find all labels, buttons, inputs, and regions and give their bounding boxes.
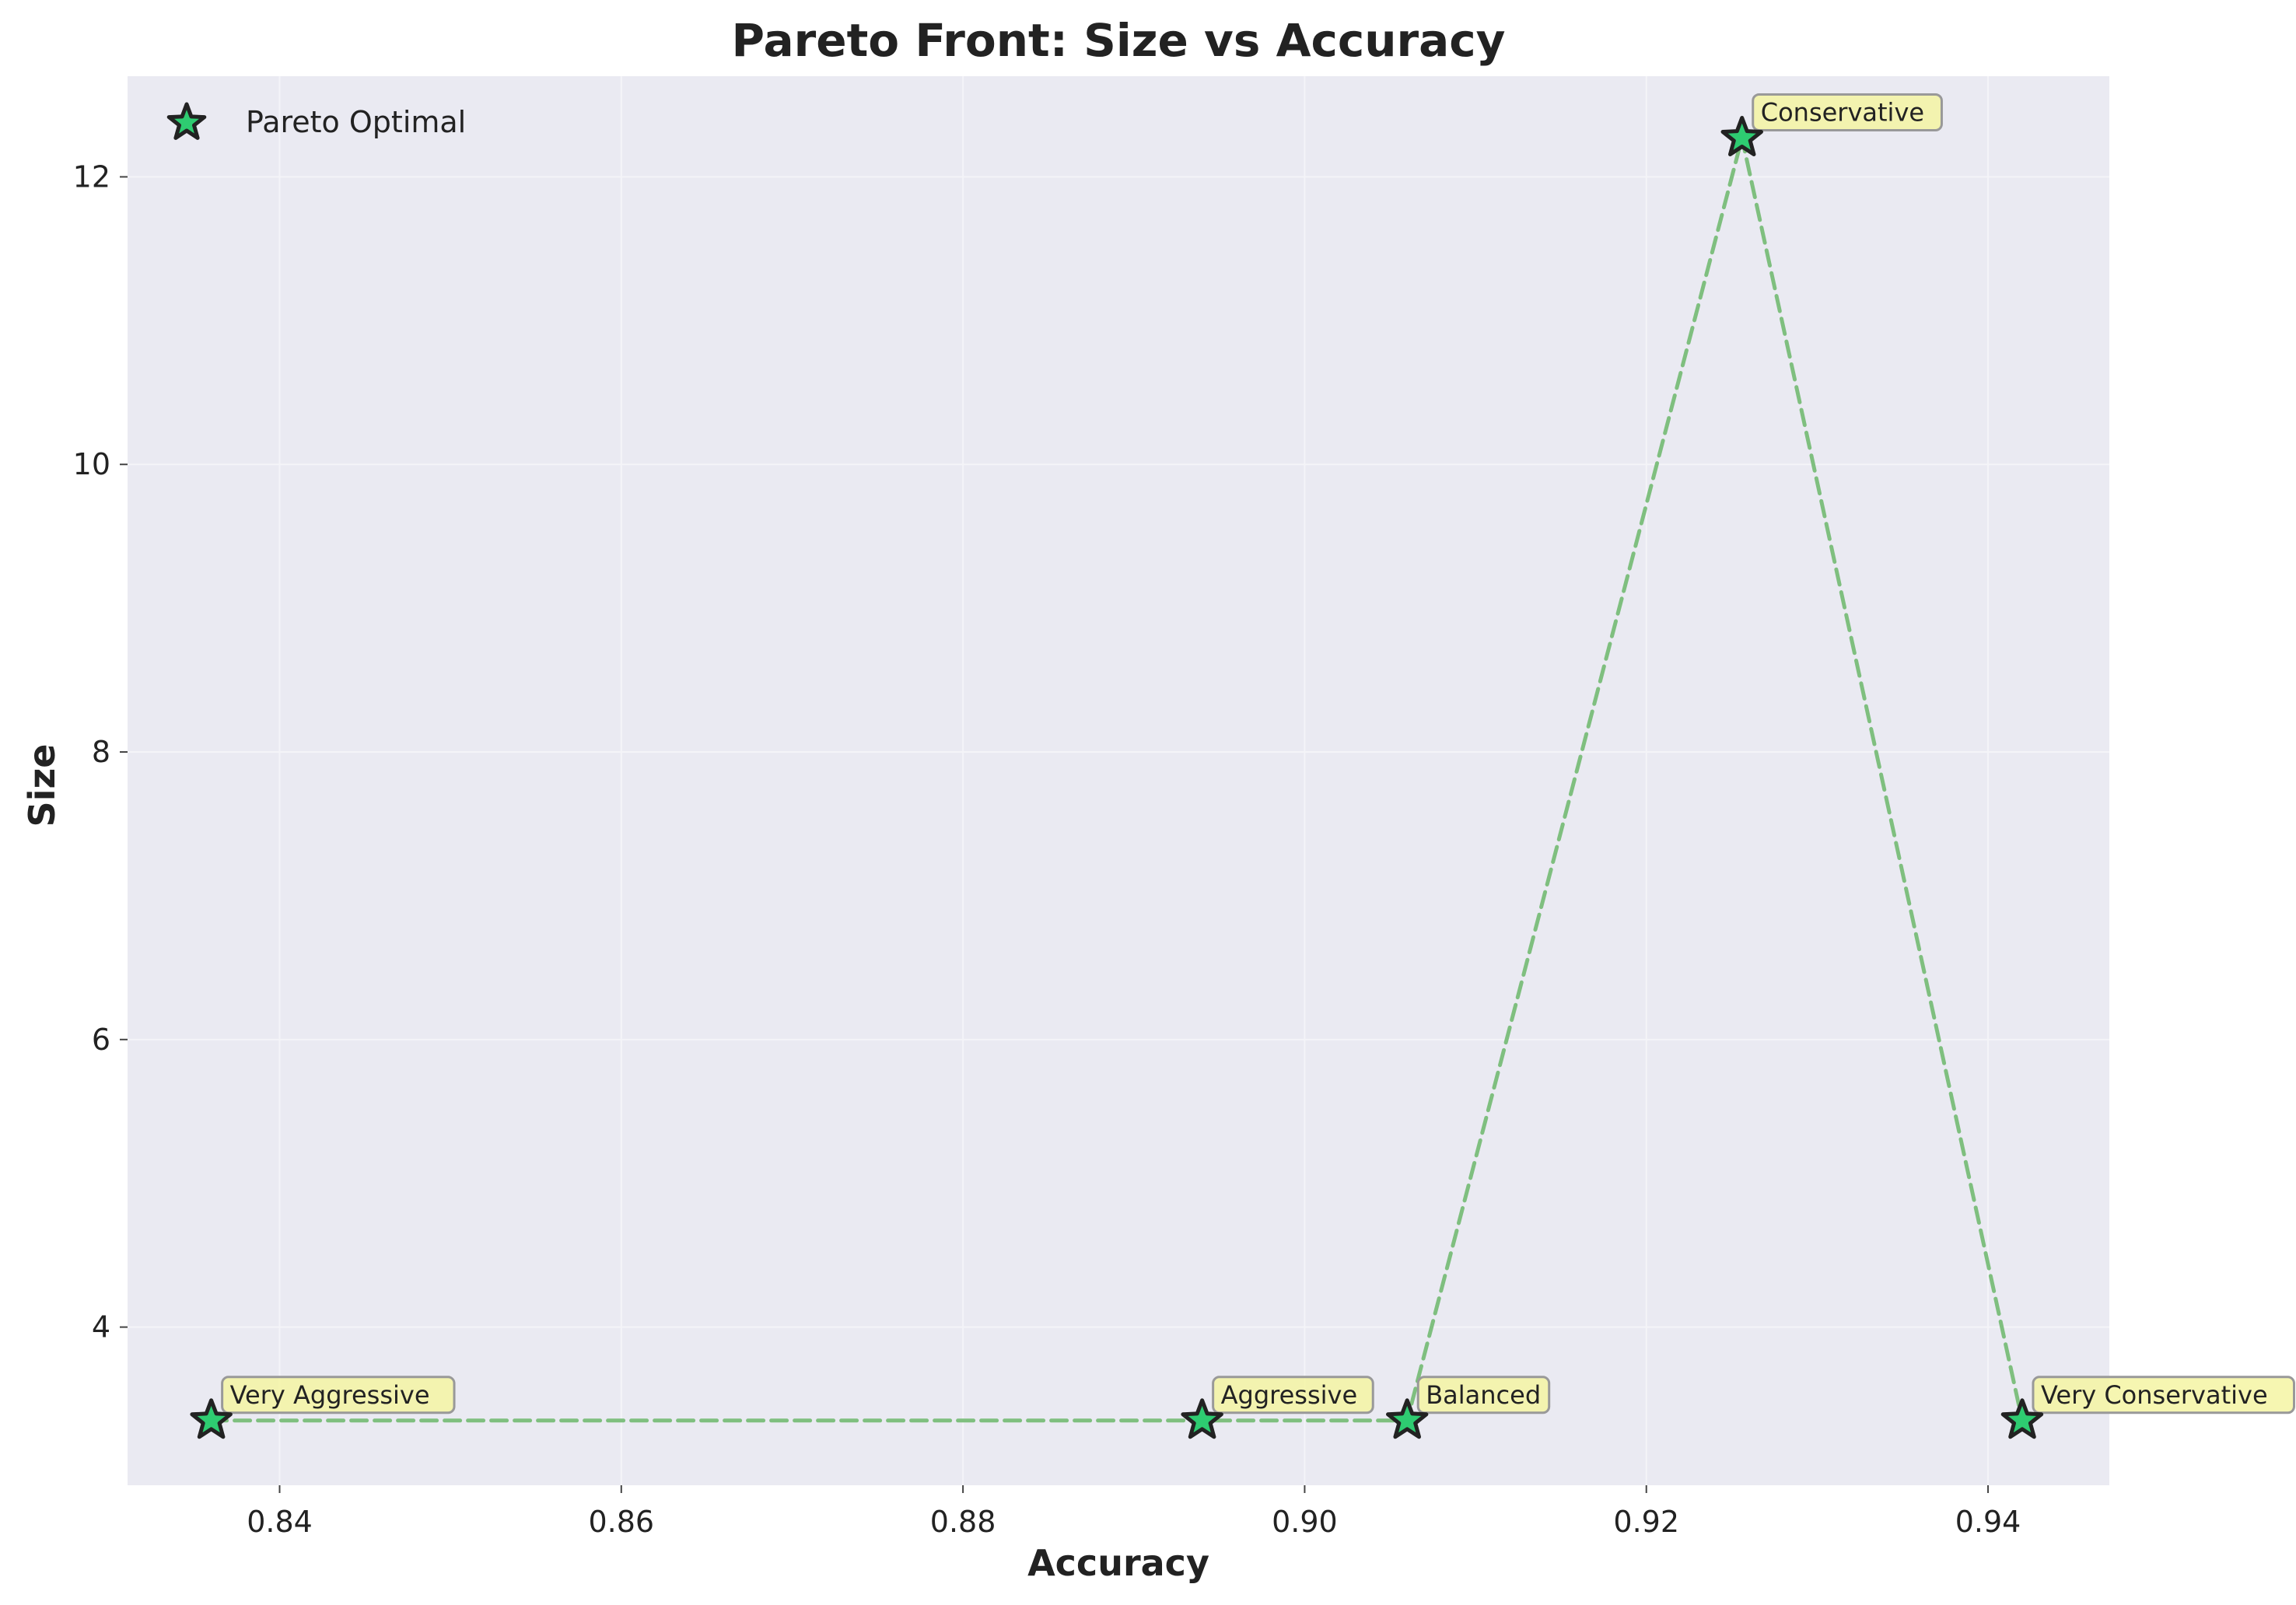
plot-area [128,76,2109,1485]
annotation-box [2032,1376,2295,1414]
grid-lines [128,76,2109,1485]
y-tick-label: 8 [92,735,110,769]
y-tick-label: 12 [73,159,110,194]
legend: Pareto Optimal [166,102,466,140]
legend-star-icon [166,102,207,140]
pareto-point [190,1398,233,1439]
annotations: Very Aggressive Aggressive Balanced Conserv… [221,93,2295,1414]
x-axis-label: Accuracy [1027,1542,1209,1584]
x-axis-ticks: 0.84 0.86 0.88 0.90 0.92 0.94 [247,1485,2021,1539]
markers [190,116,2044,1439]
legend-label: Pareto Optimal [246,105,466,139]
x-tick-label: 0.88 [930,1505,996,1539]
pareto-point [2000,1398,2044,1439]
y-tick-label: 10 [73,447,110,481]
x-tick-label: 0.90 [1272,1505,1338,1539]
annotation-box [1416,1376,1551,1414]
annotation-box [1212,1376,1374,1414]
annotation-label: Very Aggressive [230,1380,430,1410]
annotation-box [1752,93,1943,132]
x-tick-label: 0.86 [588,1505,654,1539]
pareto-point [1386,1398,1429,1439]
x-tick-label: 0.94 [1955,1505,2021,1539]
x-tick-label: 0.92 [1613,1505,1679,1539]
pareto-point [1181,1398,1223,1439]
y-tick-label: 4 [92,1310,110,1344]
chart-title: Pareto Front: Size vs Accuracy [732,14,1506,67]
y-axis-label: Size [21,744,63,827]
pareto-point [1720,116,1763,156]
annotation-label: Very Conservative [2041,1380,2268,1410]
annotation-label: Conservative [1761,98,1924,128]
annotation-label: Aggressive [1221,1380,1358,1410]
x-tick-label: 0.84 [247,1505,313,1539]
y-axis-ticks: 4 6 8 10 12 [73,159,128,1344]
annotation-box [221,1376,456,1414]
annotation-label: Balanced [1426,1380,1541,1410]
y-tick-label: 6 [92,1023,110,1057]
